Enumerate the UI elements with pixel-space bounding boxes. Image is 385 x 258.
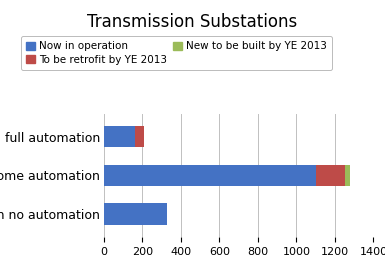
Bar — [345, 165, 350, 186]
Legend: Now in operation, To be retrofit by YE 2013, New to be built by YE 2013: Now in operation, To be retrofit by YE 2… — [21, 36, 332, 70]
Bar — [104, 204, 167, 225]
Bar — [104, 165, 316, 186]
Text: Transmission Substations: Transmission Substations — [87, 13, 298, 31]
Bar — [104, 126, 135, 147]
Bar — [316, 165, 345, 186]
Bar — [135, 126, 144, 147]
